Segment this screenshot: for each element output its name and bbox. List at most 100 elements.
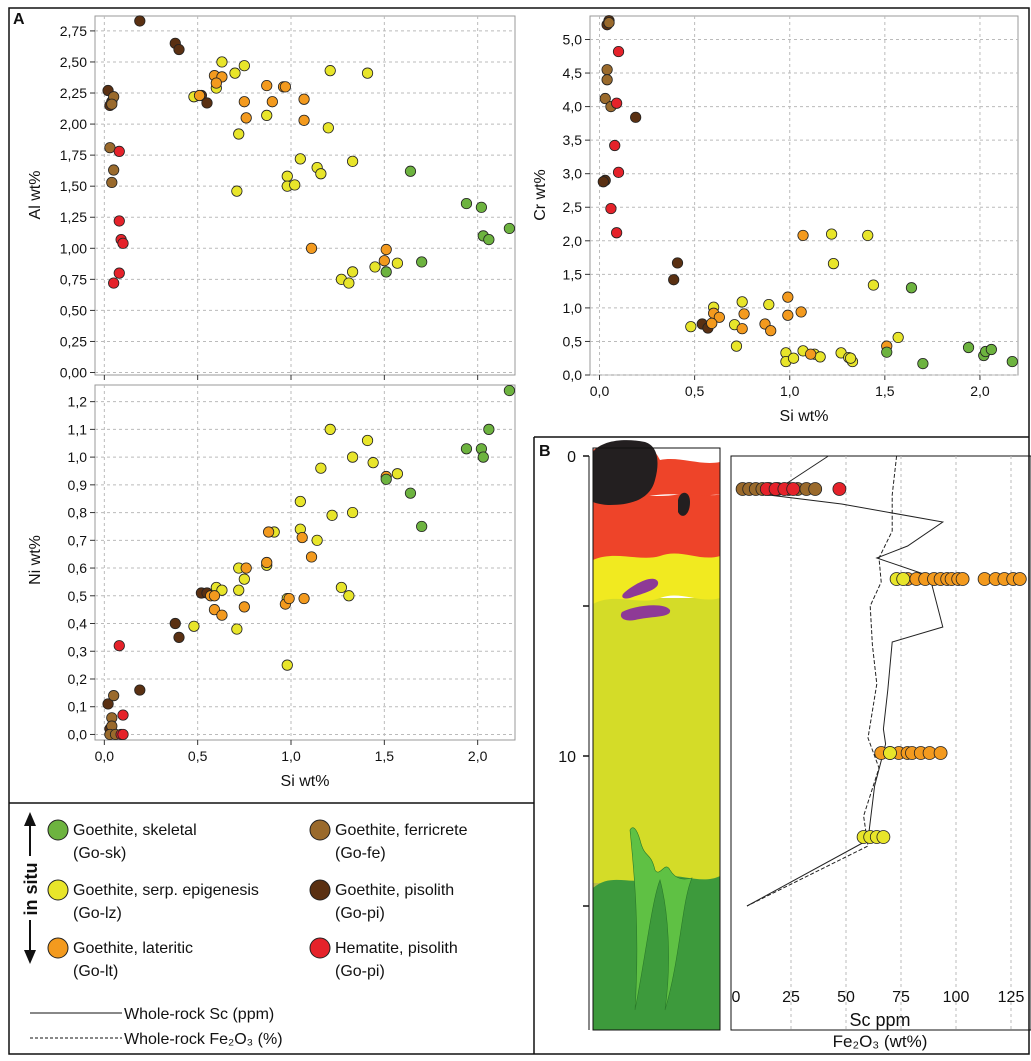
cr-point-Go-pi: [630, 111, 642, 123]
al-point-Go-lz: [216, 56, 228, 68]
cr-point-Hm-pi: [612, 45, 625, 58]
ni-y-tick-label: 0,4: [68, 616, 88, 632]
panel-a-label: A: [13, 11, 25, 28]
ni-point-Go-sk: [416, 520, 428, 533]
cr-point-Go-lz: [862, 229, 874, 242]
depth-tick-label: 0: [567, 449, 576, 466]
al-point-Go-fe: [106, 98, 118, 110]
ni-point-Go-fe: [108, 690, 120, 702]
cr-y-tick-label: 3,5: [563, 132, 583, 148]
ni-y-tick-label: 0,8: [68, 505, 88, 521]
ni-y-tick-label: 1,1: [68, 421, 88, 437]
al-point-Hm-pi: [117, 237, 129, 249]
cr-y-tick-label: 5,0: [563, 31, 583, 47]
cr-y-tick-label: 2,5: [563, 199, 583, 215]
profile-point-Go-fe: [808, 482, 823, 496]
al-point-Go-lz: [346, 155, 359, 167]
ni-point-Hm-pi: [113, 640, 125, 652]
cr-point-Go-lt: [738, 308, 750, 320]
ni-point-Go-lz: [281, 659, 293, 671]
cr-point-Go-sk: [881, 346, 893, 358]
ni-x-tick-label: 0,5: [188, 748, 208, 764]
al-plot-frame: [94, 15, 516, 376]
cr-y-tick-label: 1,0: [563, 300, 583, 316]
cr-point-Go-lt: [795, 306, 807, 318]
cr-point-Go-fe: [603, 17, 615, 29]
al-point-Hm-pi: [113, 145, 125, 158]
in-situ-arrow-up: [24, 812, 36, 826]
al-y-tick-label: 0,50: [60, 302, 87, 318]
legend-code: (Go-pi): [335, 963, 385, 980]
ni-point-Go-lz: [294, 495, 306, 508]
profile-x-axis-label: Sc ppm: [849, 1010, 910, 1030]
al-point-Go-lt: [238, 96, 250, 108]
al-point-Hm-pi: [108, 277, 120, 289]
ni-point-Go-pi: [173, 631, 185, 643]
cr-point-Go-lz: [867, 279, 880, 291]
cr-point-Go-sk: [905, 282, 918, 294]
ni-point-Go-lt: [240, 562, 252, 574]
ni-point-Go-pi: [134, 684, 146, 696]
profile-x-tick-label: 25: [782, 989, 800, 1006]
cr-point-Go-sk: [985, 343, 997, 356]
al-point-Go-lz: [229, 67, 241, 79]
al-point-Go-lt: [305, 242, 318, 254]
cr-point-Go-lz: [685, 321, 697, 333]
ni-point-Go-sk: [477, 451, 489, 463]
cr-point-Go-sk: [917, 357, 929, 370]
profile-point-Hm-pi: [832, 482, 847, 496]
legend-swatch-Go-sk: [47, 819, 69, 841]
al-y-tick-label: 0,25: [60, 333, 87, 349]
ni-point-Go-lt: [208, 604, 221, 616]
ni-point-Go-lz: [335, 581, 347, 594]
ni-point-Go-lz: [324, 423, 336, 435]
al-point-Go-lt: [298, 114, 310, 126]
ni-point-Go-lz: [367, 457, 379, 469]
cr-point-Go-lz: [736, 296, 748, 308]
cr-point-Go-lt: [782, 291, 794, 303]
ni-point-Go-lt: [296, 531, 308, 544]
legend-line-sc-label: Whole-rock Sc (ppm): [124, 1006, 274, 1023]
cr-point-Go-lt: [797, 229, 809, 242]
ni-x-tick-label: 0,0: [95, 748, 115, 764]
al-y-tick-label: 2,00: [60, 116, 87, 132]
al-y-tick-label: 1,75: [60, 147, 87, 163]
ni-point-Go-lz: [238, 573, 250, 585]
cr-point-Go-lz: [845, 352, 857, 364]
al-y-tick-label: 0,75: [60, 271, 87, 287]
ni-x-tick-label: 1,5: [375, 748, 395, 764]
cr-x-axis-label: Si wt%: [780, 408, 829, 425]
al-point-Go-lz: [289, 179, 301, 191]
ni-point-Go-lt: [216, 609, 228, 621]
cr-point-Go-lt: [805, 348, 817, 360]
ni-x-tick-label: 1,0: [281, 748, 301, 764]
al-point-Go-lz: [233, 128, 245, 140]
cr-point-Hm-pi: [609, 139, 621, 152]
legend-swatch-Go-lz: [47, 879, 69, 901]
al-y-tick-label: 1,00: [60, 240, 87, 256]
al-point-Go-pi: [134, 15, 146, 27]
cr-x-tick-label: 2,0: [970, 383, 990, 399]
cr-point-Go-lz: [827, 258, 840, 270]
profile-plot-frame: [730, 455, 1031, 1031]
profile-column-frame: [592, 447, 721, 1031]
al-point-Go-lz: [281, 170, 293, 182]
ni-point-Go-lz: [343, 590, 355, 602]
profile-point-Go-lz: [883, 746, 897, 760]
profile-zone-black: [593, 440, 658, 505]
ni-plot-frame: [94, 384, 516, 741]
profile-point-Go-lt: [933, 746, 948, 760]
al-point-Go-fe: [108, 164, 120, 176]
cr-point-Go-pi: [668, 274, 680, 286]
cr-point-Go-fe: [601, 64, 613, 76]
ni-point-Go-pi: [102, 698, 114, 710]
ni-vs-si-scatter: 0,0 0,5 1,0 1,5 2,0 0,0 0,1 0,2 0,3 0,4 0,5 0,6 0,7 0…: [27, 384, 516, 790]
cr-y-tick-label: 0,0: [563, 367, 583, 383]
profile-x-tick-label: 0: [732, 989, 741, 1006]
al-point-Go-sk: [483, 233, 495, 246]
al-point-Hm-pi: [113, 267, 125, 279]
ni-y-tick-label: 0,2: [68, 671, 88, 687]
legend-swatch-Go-lt: [47, 937, 69, 959]
al-point-Go-fe: [106, 176, 118, 189]
ni-point-Go-lz: [315, 462, 327, 474]
